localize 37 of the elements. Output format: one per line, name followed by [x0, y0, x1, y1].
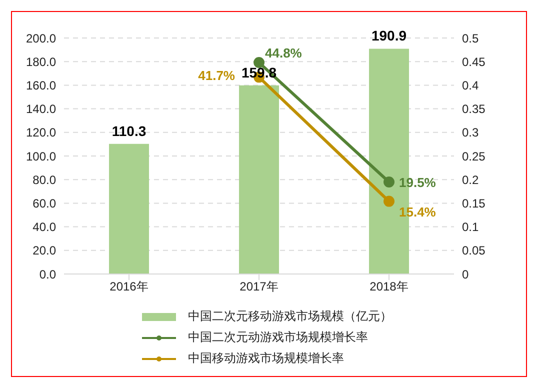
y-tick-label: 160.0 [26, 78, 56, 92]
data-label: 190.9 [371, 28, 407, 44]
y-tick-label: 20.0 [32, 244, 56, 258]
y2-tick-label: 0.35 [462, 102, 486, 116]
x-tick-label: 2016年 [110, 280, 148, 294]
y-tick-label: 80.0 [32, 172, 56, 187]
bar [239, 85, 279, 274]
data-label: 110.3 [112, 122, 146, 139]
y2-tick-label: 0.5 [462, 31, 480, 46]
y2-tick-label: 0.05 [462, 244, 486, 258]
y2-tick-label: 0.15 [462, 196, 486, 210]
data-label: 41.7% [198, 68, 236, 84]
y2-tick-label: 0.1 [462, 220, 480, 234]
bar [109, 144, 149, 274]
y2-tick-label: 0.3 [462, 126, 480, 140]
y2-tick-label: 0 [462, 267, 469, 282]
y-tick-label: 60.0 [32, 196, 56, 210]
y2-tick-label: 0.4 [462, 78, 480, 92]
y2-tick-label: 0.45 [462, 54, 486, 69]
y2-tick-label: 0.2 [462, 172, 480, 187]
y2-tick-label: 0.25 [462, 149, 486, 164]
y-tick-label: 200.0 [26, 31, 56, 46]
data-label: 44.8% [265, 46, 302, 61]
x-tick-label: 2018年 [370, 280, 408, 294]
y-tick-label: 180.0 [26, 54, 56, 69]
point [384, 196, 394, 207]
y-tick-label: 120.0 [26, 126, 56, 140]
legend-label: 中国二次元移动游戏市场规模（亿元） [188, 308, 392, 325]
y-tick-label: 0.0 [39, 267, 56, 282]
y-tick-label: 140.0 [26, 102, 56, 116]
point [384, 176, 394, 188]
y-tick-label: 100.0 [26, 149, 56, 164]
data-label: 15.4% [399, 204, 436, 220]
legend-label: 中国二次元动游戏市场规模增长率 [188, 329, 368, 346]
y-tick-label: 40.0 [32, 220, 56, 234]
x-tick-label: 2017年 [240, 280, 278, 294]
legend-label: 中国移动游戏市场规模增长率 [188, 350, 344, 367]
